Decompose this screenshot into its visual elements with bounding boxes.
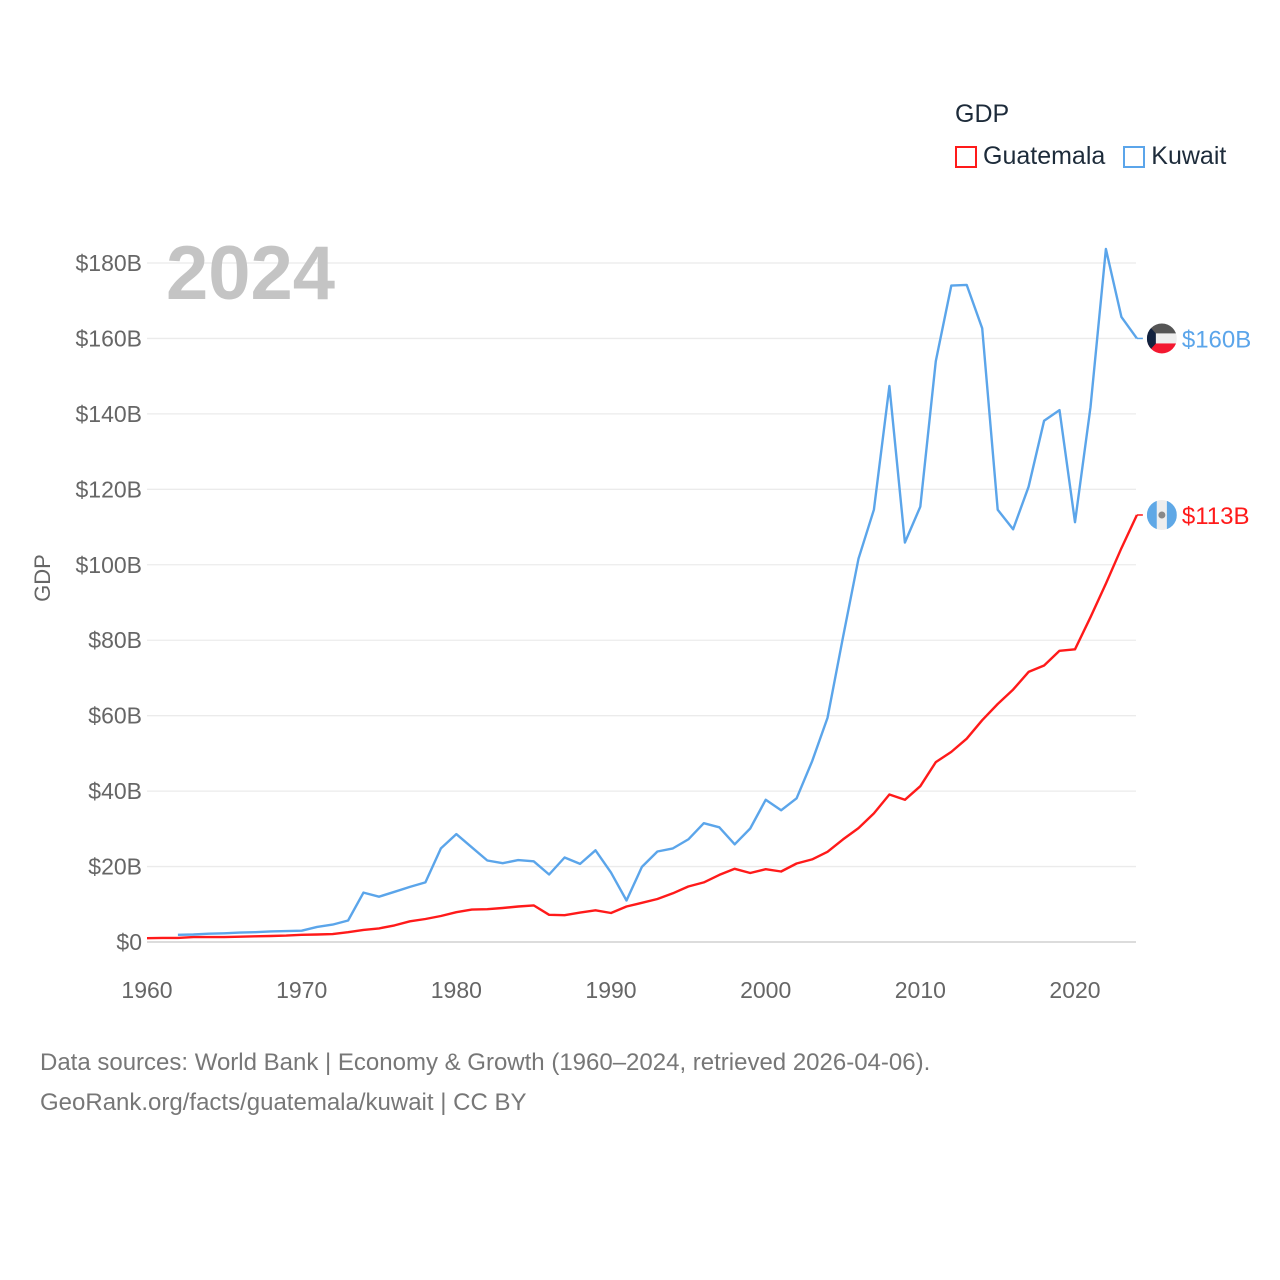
footer: Data sources: World Bank | Economy & Gro…: [40, 1043, 930, 1123]
y-tick-label: $20B: [88, 854, 142, 880]
x-tick-label: 1990: [585, 977, 636, 1003]
legend-swatch-kuwait: [1123, 145, 1146, 168]
legend-title: GDP: [955, 100, 1010, 128]
x-tick-label: 2000: [740, 977, 791, 1003]
series-line-kuwait: [177, 247, 1138, 936]
x-tick-label: 1970: [276, 977, 327, 1003]
y-tick-label: $40B: [88, 778, 142, 804]
legend-item-guatemala[interactable]: Guatemala: [955, 142, 1105, 171]
legend-item-kuwait[interactable]: Kuwait: [1123, 142, 1226, 171]
x-tick-label: 1960: [121, 977, 172, 1003]
legend-label-guatemala: Guatemala: [983, 142, 1106, 170]
data-sources-text: Data sources: World Bank | Economy & Gro…: [40, 1049, 931, 1076]
x-tick-label: 2020: [1049, 977, 1100, 1003]
series-line-guatemala: [146, 514, 1138, 940]
legend-label-kuwait: Kuwait: [1151, 142, 1227, 170]
source-link[interactable]: GeoRank.org/facts/guatemala/kuwait | CC …: [40, 1089, 527, 1116]
kuwait-flag-icon: [1146, 323, 1177, 354]
legend-swatch-guatemala: [955, 145, 977, 168]
y-tick-label: $0: [116, 929, 142, 955]
legend: Guatemala Kuwait: [955, 142, 1226, 171]
end-value-label-kuwait: $160B: [1182, 326, 1251, 353]
year-label: 2024: [166, 231, 336, 316]
y-tick-label: $120B: [75, 476, 142, 502]
x-tick-label: 2010: [895, 977, 946, 1003]
y-tick-label: $100B: [75, 552, 142, 578]
y-tick-label: $60B: [88, 703, 142, 729]
y-tick-label: $180B: [75, 250, 142, 276]
y-axis-label: GDP: [30, 554, 55, 602]
y-tick-label: $160B: [75, 325, 142, 351]
x-tick-label: 1980: [431, 977, 482, 1003]
guatemala-flag-icon: [1146, 499, 1177, 530]
y-tick-label: $80B: [88, 627, 142, 653]
end-value-label-guatemala: $113B: [1182, 503, 1250, 530]
y-tick-label: $140B: [75, 401, 142, 427]
